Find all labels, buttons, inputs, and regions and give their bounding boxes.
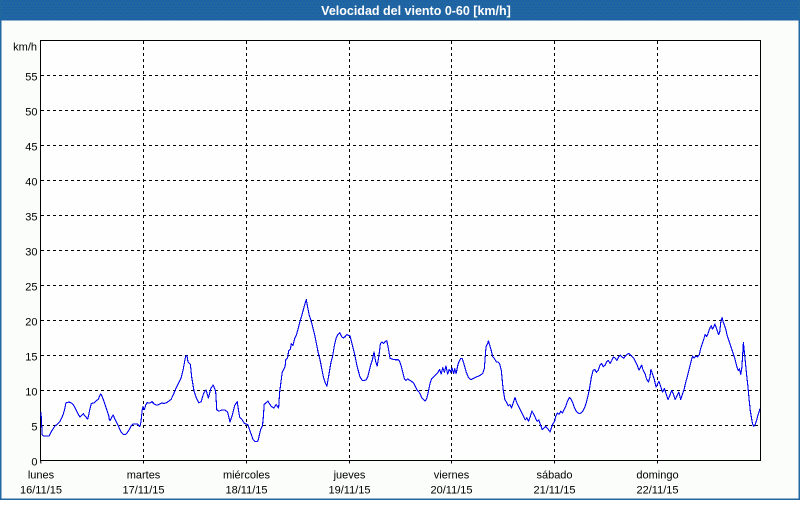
svg-text:10: 10: [25, 387, 37, 399]
svg-text:16/11/15: 16/11/15: [20, 485, 62, 497]
svg-text:55: 55: [25, 72, 37, 84]
svg-text:45: 45: [25, 142, 37, 154]
svg-text:viernes: viernes: [434, 470, 470, 482]
svg-text:30: 30: [25, 247, 37, 259]
svg-text:Velocidad del viento 0-60 [km/: Velocidad del viento 0-60 [km/h]: [321, 4, 511, 18]
svg-text:sábado: sábado: [536, 470, 572, 482]
svg-text:20: 20: [25, 317, 37, 329]
svg-text:0: 0: [31, 457, 37, 469]
svg-text:20/11/15: 20/11/15: [430, 485, 472, 497]
svg-text:martes: martes: [127, 470, 161, 482]
svg-text:domingo: domingo: [636, 470, 678, 482]
svg-text:40: 40: [25, 177, 37, 189]
svg-text:km/h: km/h: [13, 42, 37, 54]
svg-text:35: 35: [25, 212, 37, 224]
svg-text:jueves: jueves: [333, 470, 366, 482]
svg-text:50: 50: [25, 107, 37, 119]
svg-text:lunes: lunes: [28, 470, 55, 482]
svg-text:21/11/15: 21/11/15: [533, 485, 575, 497]
svg-text:15: 15: [25, 352, 37, 364]
svg-text:25: 25: [25, 282, 37, 294]
svg-text:22/11/15: 22/11/15: [636, 485, 678, 497]
svg-text:18/11/15: 18/11/15: [225, 485, 267, 497]
svg-text:19/11/15: 19/11/15: [328, 485, 370, 497]
svg-text:17/11/15: 17/11/15: [122, 485, 164, 497]
svg-text:5: 5: [31, 422, 37, 434]
svg-text:miércoles: miércoles: [223, 470, 271, 482]
